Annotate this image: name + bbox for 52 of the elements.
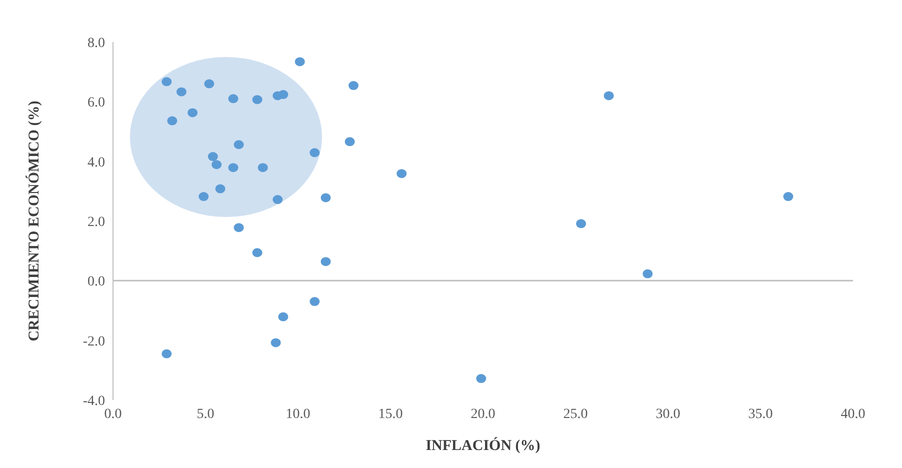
x-tick-label: 30.0 <box>656 406 680 422</box>
x-tick-label: 25.0 <box>563 406 588 422</box>
point <box>162 349 172 358</box>
point <box>252 248 262 258</box>
point <box>258 163 268 172</box>
point <box>344 137 355 146</box>
point <box>272 195 283 204</box>
y-tick-label: 2.0 <box>88 214 105 230</box>
point <box>783 192 794 202</box>
point <box>278 90 288 100</box>
point <box>270 338 281 348</box>
y-tick-label: -2.0 <box>82 334 105 350</box>
point <box>604 91 614 100</box>
point <box>320 257 331 266</box>
point <box>212 160 222 170</box>
point <box>348 81 358 90</box>
point <box>234 223 244 232</box>
point <box>228 163 238 172</box>
y-tick-label: -4.0 <box>82 394 105 409</box>
point <box>198 192 209 202</box>
point <box>320 193 331 202</box>
point <box>167 116 178 126</box>
point <box>310 297 320 306</box>
point <box>642 269 653 278</box>
y-tick-label: 6.0 <box>88 96 105 111</box>
point <box>162 77 172 86</box>
point <box>228 94 238 104</box>
x-tick-label: 10.0 <box>286 406 310 422</box>
x-tick-label: 5.0 <box>196 406 214 422</box>
point <box>476 374 486 384</box>
point <box>208 152 218 162</box>
y-tick-label: 8.0 <box>88 36 105 51</box>
point <box>294 57 305 66</box>
point <box>188 108 198 118</box>
point <box>252 95 262 104</box>
point <box>576 219 586 228</box>
x-tick-label: 40.0 <box>840 406 866 422</box>
x-axis-title: INFLACIÓN (%) <box>426 437 540 454</box>
point <box>234 140 244 150</box>
x-tick-label: 20.0 <box>470 406 496 422</box>
y-axis-title: CRECIMIENTO ECONÓMICO (%) <box>25 100 42 342</box>
point <box>204 79 214 88</box>
y-tick-label: 0.0 <box>88 274 105 290</box>
point <box>176 87 186 96</box>
point <box>278 312 288 322</box>
point <box>215 184 226 194</box>
x-tick-label: 0.0 <box>104 406 122 422</box>
point <box>310 148 320 158</box>
x-tick-label: 35.0 <box>748 406 773 422</box>
x-tick-label: 15.0 <box>378 406 403 422</box>
y-tick-label: 4.0 <box>88 155 105 170</box>
point <box>396 169 407 178</box>
